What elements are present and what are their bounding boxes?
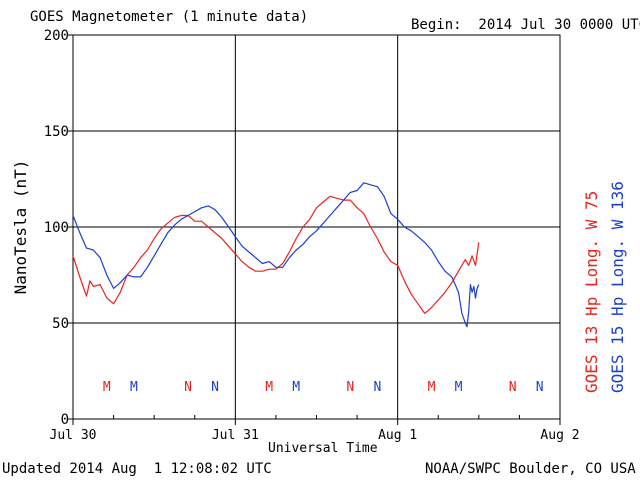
x-tick-label: Aug 1 (378, 428, 417, 443)
y-tick-label: 100 (44, 220, 69, 236)
noon-midnight-marker: M (428, 380, 436, 395)
updated-timestamp: Updated 2014 Aug 1 12:08:02 UTC (2, 461, 272, 477)
series-line-goes15 (72, 182, 480, 328)
noon-midnight-marker: M (103, 380, 111, 395)
noon-midnight-marker: N (373, 380, 381, 395)
noon-midnight-marker: N (184, 380, 192, 395)
series-line-goes13 (72, 195, 480, 314)
noon-midnight-marker: M (455, 380, 463, 395)
y-axis-title: NanoTesla (nT) (11, 160, 30, 295)
y-tick-label: 0 (61, 412, 69, 428)
x-tick-label: Jul 30 (50, 428, 97, 443)
noon-midnight-marker: N (509, 380, 517, 395)
noon-midnight-marker: M (292, 380, 300, 395)
noon-midnight-marker: N (536, 380, 544, 395)
noon-midnight-marker: N (346, 380, 354, 395)
noon-midnight-marker: M (265, 380, 273, 395)
legend-entry: GOES 15 Hp Long. W 136 (608, 181, 627, 393)
legend-entry: GOES 13 Hp Long. W 75 (582, 191, 601, 393)
y-tick-label: 200 (44, 28, 69, 44)
y-tick-label: 150 (44, 124, 69, 140)
begin-time-label: Begin: 2014 Jul 30 0000 UTC (411, 17, 640, 33)
x-tick-label: Jul 31 (212, 428, 259, 443)
credit-label: NOAA/SWPC Boulder, CO USA (425, 461, 636, 477)
noon-midnight-marker: N (211, 380, 219, 395)
y-tick-label: 50 (52, 316, 69, 332)
chart-title: GOES Magnetometer (1 minute data) (30, 9, 309, 25)
noon-midnight-marker: M (130, 380, 138, 395)
x-tick-label: Aug 2 (540, 428, 579, 443)
x-axis-title: Universal Time (268, 441, 378, 456)
